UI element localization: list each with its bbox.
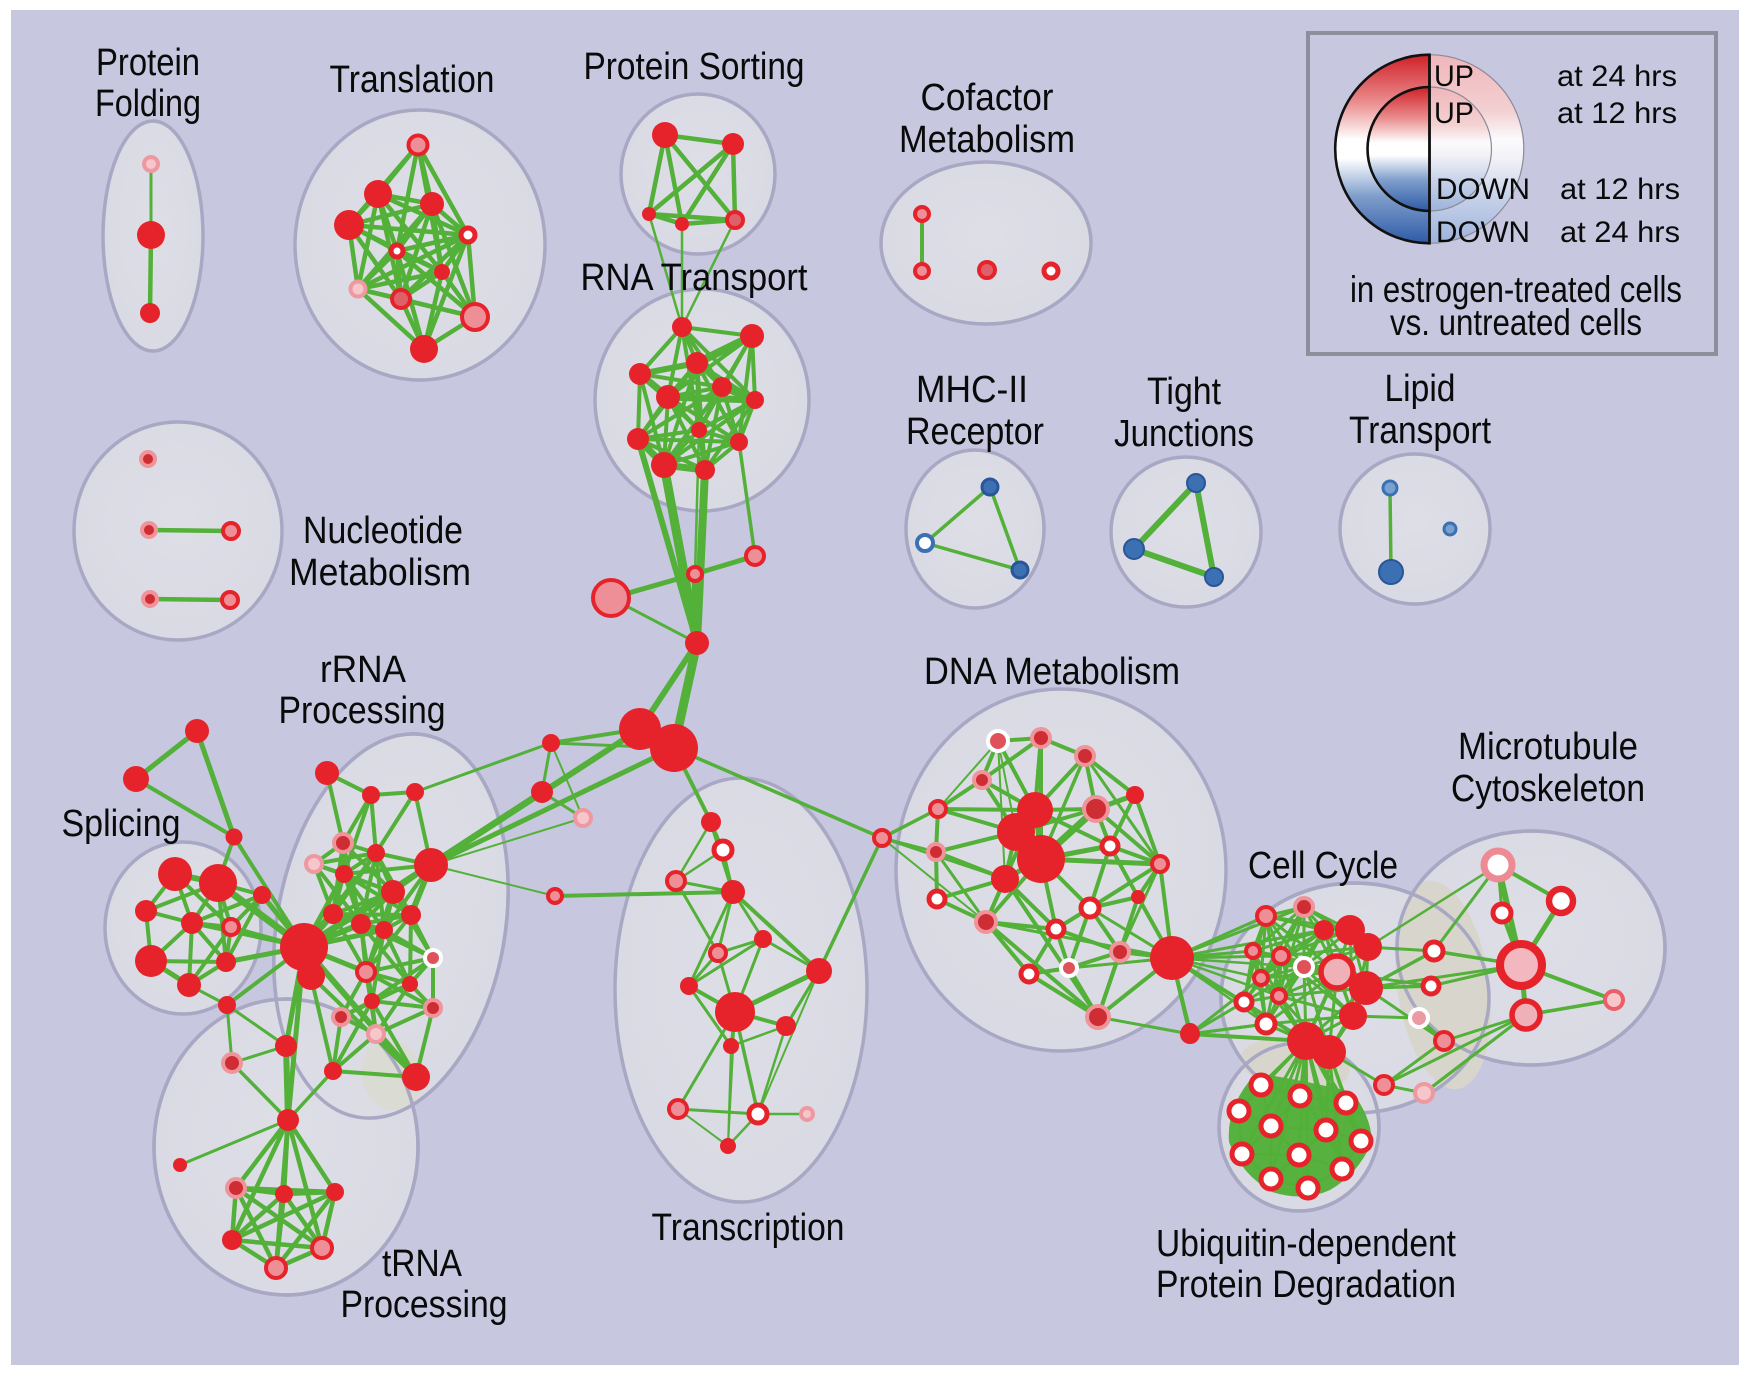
svg-text:Transcription: Transcription xyxy=(652,1207,845,1249)
svg-text:Folding: Folding xyxy=(95,83,201,125)
svg-text:vs. untreated cells: vs. untreated cells xyxy=(1390,302,1642,343)
svg-text:Cofactor: Cofactor xyxy=(921,77,1054,119)
svg-text:tRNA: tRNA xyxy=(382,1243,463,1285)
svg-text:at 24 hrs: at 24 hrs xyxy=(1557,60,1677,93)
svg-text:Receptor: Receptor xyxy=(906,411,1044,453)
svg-text:MHC-II: MHC-II xyxy=(916,369,1028,411)
svg-text:Junctions: Junctions xyxy=(1114,413,1254,455)
svg-text:Nucleotide: Nucleotide xyxy=(303,510,463,552)
svg-text:at 12 hrs: at 12 hrs xyxy=(1557,97,1677,130)
svg-text:Cytoskeleton: Cytoskeleton xyxy=(1451,768,1645,810)
svg-text:Processing: Processing xyxy=(279,690,446,732)
svg-text:DOWN: DOWN xyxy=(1436,173,1530,206)
svg-text:Lipid: Lipid xyxy=(1385,368,1456,410)
svg-text:Metabolism: Metabolism xyxy=(289,552,471,594)
svg-text:Protein Sorting: Protein Sorting xyxy=(584,46,805,88)
svg-text:UP: UP xyxy=(1434,60,1474,93)
svg-text:UP: UP xyxy=(1434,97,1474,130)
svg-text:Translation: Translation xyxy=(330,59,495,101)
svg-text:DNA Metabolism: DNA Metabolism xyxy=(924,651,1180,693)
svg-text:Splicing: Splicing xyxy=(62,803,181,845)
svg-text:in estrogen-treated cells: in estrogen-treated cells xyxy=(1350,269,1682,310)
svg-text:Processing: Processing xyxy=(341,1284,508,1326)
svg-text:Ubiquitin-dependent: Ubiquitin-dependent xyxy=(1156,1223,1456,1265)
svg-text:rRNA: rRNA xyxy=(320,649,407,691)
svg-text:RNA Transport: RNA Transport xyxy=(581,257,808,299)
svg-text:DOWN: DOWN xyxy=(1436,216,1530,249)
svg-text:Protein: Protein xyxy=(96,42,200,84)
svg-text:Protein Degradation: Protein Degradation xyxy=(1156,1264,1456,1306)
svg-text:at 12 hrs: at 12 hrs xyxy=(1560,173,1680,206)
svg-text:Tight: Tight xyxy=(1147,371,1221,413)
svg-text:at 24 hrs: at 24 hrs xyxy=(1560,216,1680,249)
svg-text:Cell Cycle: Cell Cycle xyxy=(1248,845,1398,887)
svg-text:Microtubule: Microtubule xyxy=(1458,726,1638,768)
svg-text:Transport: Transport xyxy=(1349,410,1491,452)
svg-text:Metabolism: Metabolism xyxy=(899,119,1075,161)
